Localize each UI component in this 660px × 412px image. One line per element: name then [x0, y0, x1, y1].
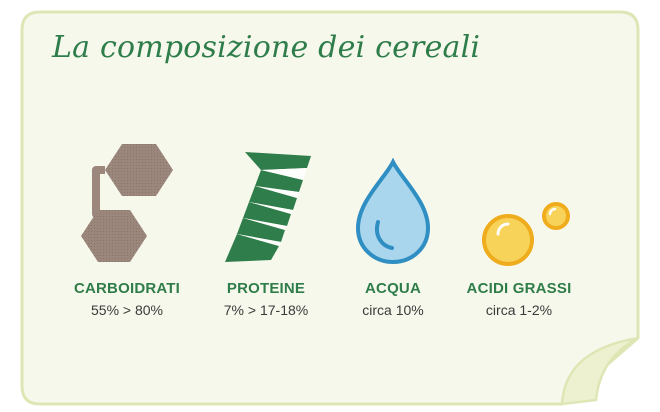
fat-bubbles-icon	[482, 202, 570, 266]
nutrient-proteine: PROTEINE 7% > 17-18%	[191, 140, 341, 318]
nutrient-value: circa 1-2%	[485, 302, 553, 318]
nutrient-carboidrati: CARBOIDRATI 55% > 80%	[52, 140, 202, 318]
nutrient-label: PROTEINE	[226, 280, 306, 297]
nutrient-label: ACQUA	[365, 280, 421, 297]
nutrient-label: ACIDI GRASSI	[466, 280, 572, 297]
nutrient-label: CARBOIDRATI	[73, 280, 181, 297]
nutrient-value: 7% > 17-18%	[223, 302, 309, 318]
nutrient-value: 55% > 80%	[91, 302, 163, 318]
hexagon-molecule-icon	[81, 144, 173, 262]
page-title: La composizione dei cereali	[52, 30, 481, 65]
folded-corner	[560, 336, 640, 406]
protein-helix-icon	[225, 152, 311, 262]
water-drop-icon	[355, 157, 431, 265]
nutrient-value: circa 10%	[362, 302, 424, 318]
nutrient-acidi-grassi: ACIDI GRASSI circa 1-2%	[444, 140, 594, 318]
nutrient-acqua: ACQUA circa 10%	[318, 140, 468, 318]
